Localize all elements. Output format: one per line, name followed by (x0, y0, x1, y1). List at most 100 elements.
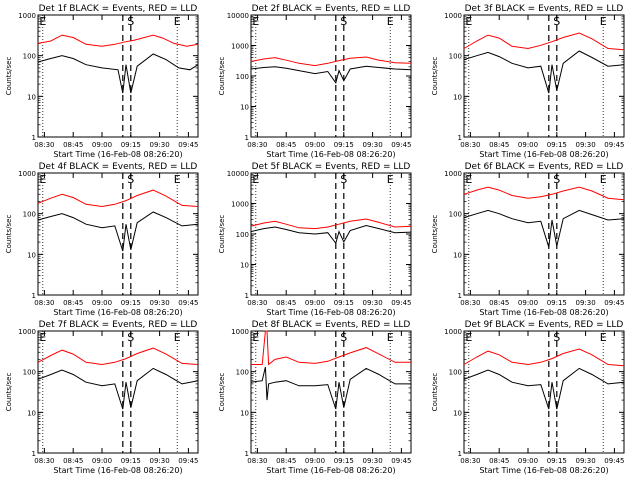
marker-label: E (600, 173, 607, 186)
x-tick-label: 09:15 (334, 299, 354, 307)
y-axis-label: Counts/sec (218, 57, 226, 96)
chart-panel-9: Det 9f BLACK = Events, RED = LLD 1 10 100 10… (431, 320, 625, 475)
chart-panel-8: Det 8f BLACK = Events, RED = LLD 1 10 100 10… (218, 320, 412, 475)
plot-frame (463, 172, 625, 296)
x-tick-label: 09:15 (121, 457, 141, 465)
x-tick-label: 08:30 (34, 141, 54, 149)
series-line-red-lld (463, 32, 625, 51)
y-tick-label: 100 (23, 53, 36, 61)
x-tick-label: 08:45 (276, 457, 296, 465)
y-tick-label: 100 (449, 53, 462, 61)
y-tick-label: 1000 (18, 12, 36, 20)
y-tick-label: 1 (32, 292, 36, 300)
marker-label: E (174, 173, 181, 186)
x-tick-label: 09:30 (150, 299, 170, 307)
marker-label: S (340, 331, 347, 344)
marker-label: E (39, 15, 46, 28)
x-axis-label: Start Time (16-Feb-08 08:26:20) (266, 466, 395, 475)
series-line-black-events (250, 366, 411, 410)
y-tick-label: 1000 (231, 43, 249, 51)
y-axis-label: Counts/sec (431, 57, 439, 96)
marker-label: E (252, 15, 259, 28)
marker-label: S (127, 331, 134, 344)
plot-frame (250, 330, 412, 454)
chart-panel-5: Det 5f BLACK = Events, RED = LLD 1 10 100 10… (218, 162, 412, 317)
plot-frame (463, 14, 625, 138)
x-tick-label: 09:15 (547, 299, 567, 307)
marker-label: S (553, 173, 560, 186)
x-axis-label: Start Time (16-Feb-08 08:26:20) (479, 308, 608, 317)
x-tick-label: 08:45 (276, 299, 296, 307)
y-tick-label: 1 (458, 292, 462, 300)
y-tick-label: 10 (27, 409, 36, 417)
x-tick-label: 08:45 (63, 299, 83, 307)
x-tick-label: 08:45 (489, 457, 509, 465)
x-tick-label: 09:45 (391, 141, 411, 149)
x-tick-label: 09:00 (92, 457, 112, 465)
panel-title: Det 5f BLACK = Events, RED = LLD (252, 162, 411, 172)
series-line-black-events (37, 367, 199, 410)
y-tick-label: 10 (453, 251, 462, 259)
y-tick-label: 100 (449, 369, 462, 377)
marker-label: S (553, 15, 560, 28)
x-tick-label: 08:45 (489, 141, 509, 149)
x-tick-label: 09:00 (305, 299, 325, 307)
x-tick-label: 09:15 (121, 299, 141, 307)
plot-frame (37, 330, 199, 454)
panel-title: Det 4f BLACK = Events, RED = LLD (39, 162, 198, 172)
x-tick-label: 09:15 (547, 141, 567, 149)
x-tick-label: 09:45 (178, 141, 198, 149)
y-tick-label: 100 (236, 231, 249, 239)
series-line-red-lld (463, 186, 625, 201)
x-tick-label: 09:00 (518, 299, 538, 307)
marker-label: E (387, 331, 394, 344)
panel-title: Det 9f BLACK = Events, RED = LLD (465, 320, 624, 330)
x-tick-label: 08:30 (34, 457, 54, 465)
series-line-black-events (37, 53, 199, 94)
x-tick-label: 09:00 (305, 141, 325, 149)
panel-title: Det 1f BLACK = Events, RED = LLD (39, 4, 198, 14)
y-tick-label: 1 (458, 134, 462, 142)
x-tick-label: 09:30 (576, 457, 596, 465)
x-axis-label: Start Time (16-Feb-08 08:26:20) (53, 308, 182, 317)
x-tick-label: 09:30 (363, 299, 383, 307)
series-line-black-events (463, 50, 625, 94)
x-tick-label: 09:15 (334, 141, 354, 149)
x-axis-label: Start Time (16-Feb-08 08:26:20) (53, 150, 182, 159)
y-tick-label: 100 (23, 369, 36, 377)
x-tick-label: 08:30 (460, 457, 480, 465)
y-tick-label: 1000 (444, 328, 462, 336)
marker-label: E (252, 173, 259, 186)
chart-panel-7: Det 7f BLACK = Events, RED = LLD 1 10 100 10… (5, 320, 199, 475)
x-axis-label: Start Time (16-Feb-08 08:26:20) (266, 308, 395, 317)
x-tick-label: 09:15 (121, 141, 141, 149)
x-tick-label: 09:45 (604, 141, 624, 149)
chart-panel-2: Det 2f BLACK = Events, RED = LLD 1 10 100 10… (218, 4, 412, 159)
y-tick-label: 1000 (231, 201, 249, 209)
x-axis-label: Start Time (16-Feb-08 08:26:20) (53, 466, 182, 475)
y-axis-label: Counts/sec (5, 373, 13, 412)
marker-label: E (465, 331, 472, 344)
plot-frame (463, 330, 625, 454)
x-tick-label: 08:45 (63, 457, 83, 465)
x-tick-label: 09:45 (604, 299, 624, 307)
y-tick-label: 1000 (18, 170, 36, 178)
marker-label: E (465, 15, 472, 28)
x-tick-label: 08:30 (247, 457, 267, 465)
panel-title: Det 6f BLACK = Events, RED = LLD (465, 162, 624, 172)
x-tick-label: 09:45 (391, 299, 411, 307)
x-tick-label: 09:30 (576, 141, 596, 149)
x-tick-label: 08:30 (460, 299, 480, 307)
series-line-red-lld (251, 330, 411, 366)
y-tick-label: 10 (240, 262, 249, 270)
panel-title: Det 8f BLACK = Events, RED = LLD (252, 320, 411, 330)
y-tick-label: 10 (240, 409, 249, 417)
marker-label: S (553, 331, 560, 344)
x-tick-label: 09:00 (518, 141, 538, 149)
marker-label: S (127, 15, 134, 28)
x-tick-label: 09:15 (547, 457, 567, 465)
marker-label: E (252, 331, 259, 344)
x-tick-label: 08:30 (247, 299, 267, 307)
series-line-red-lld (37, 347, 199, 366)
